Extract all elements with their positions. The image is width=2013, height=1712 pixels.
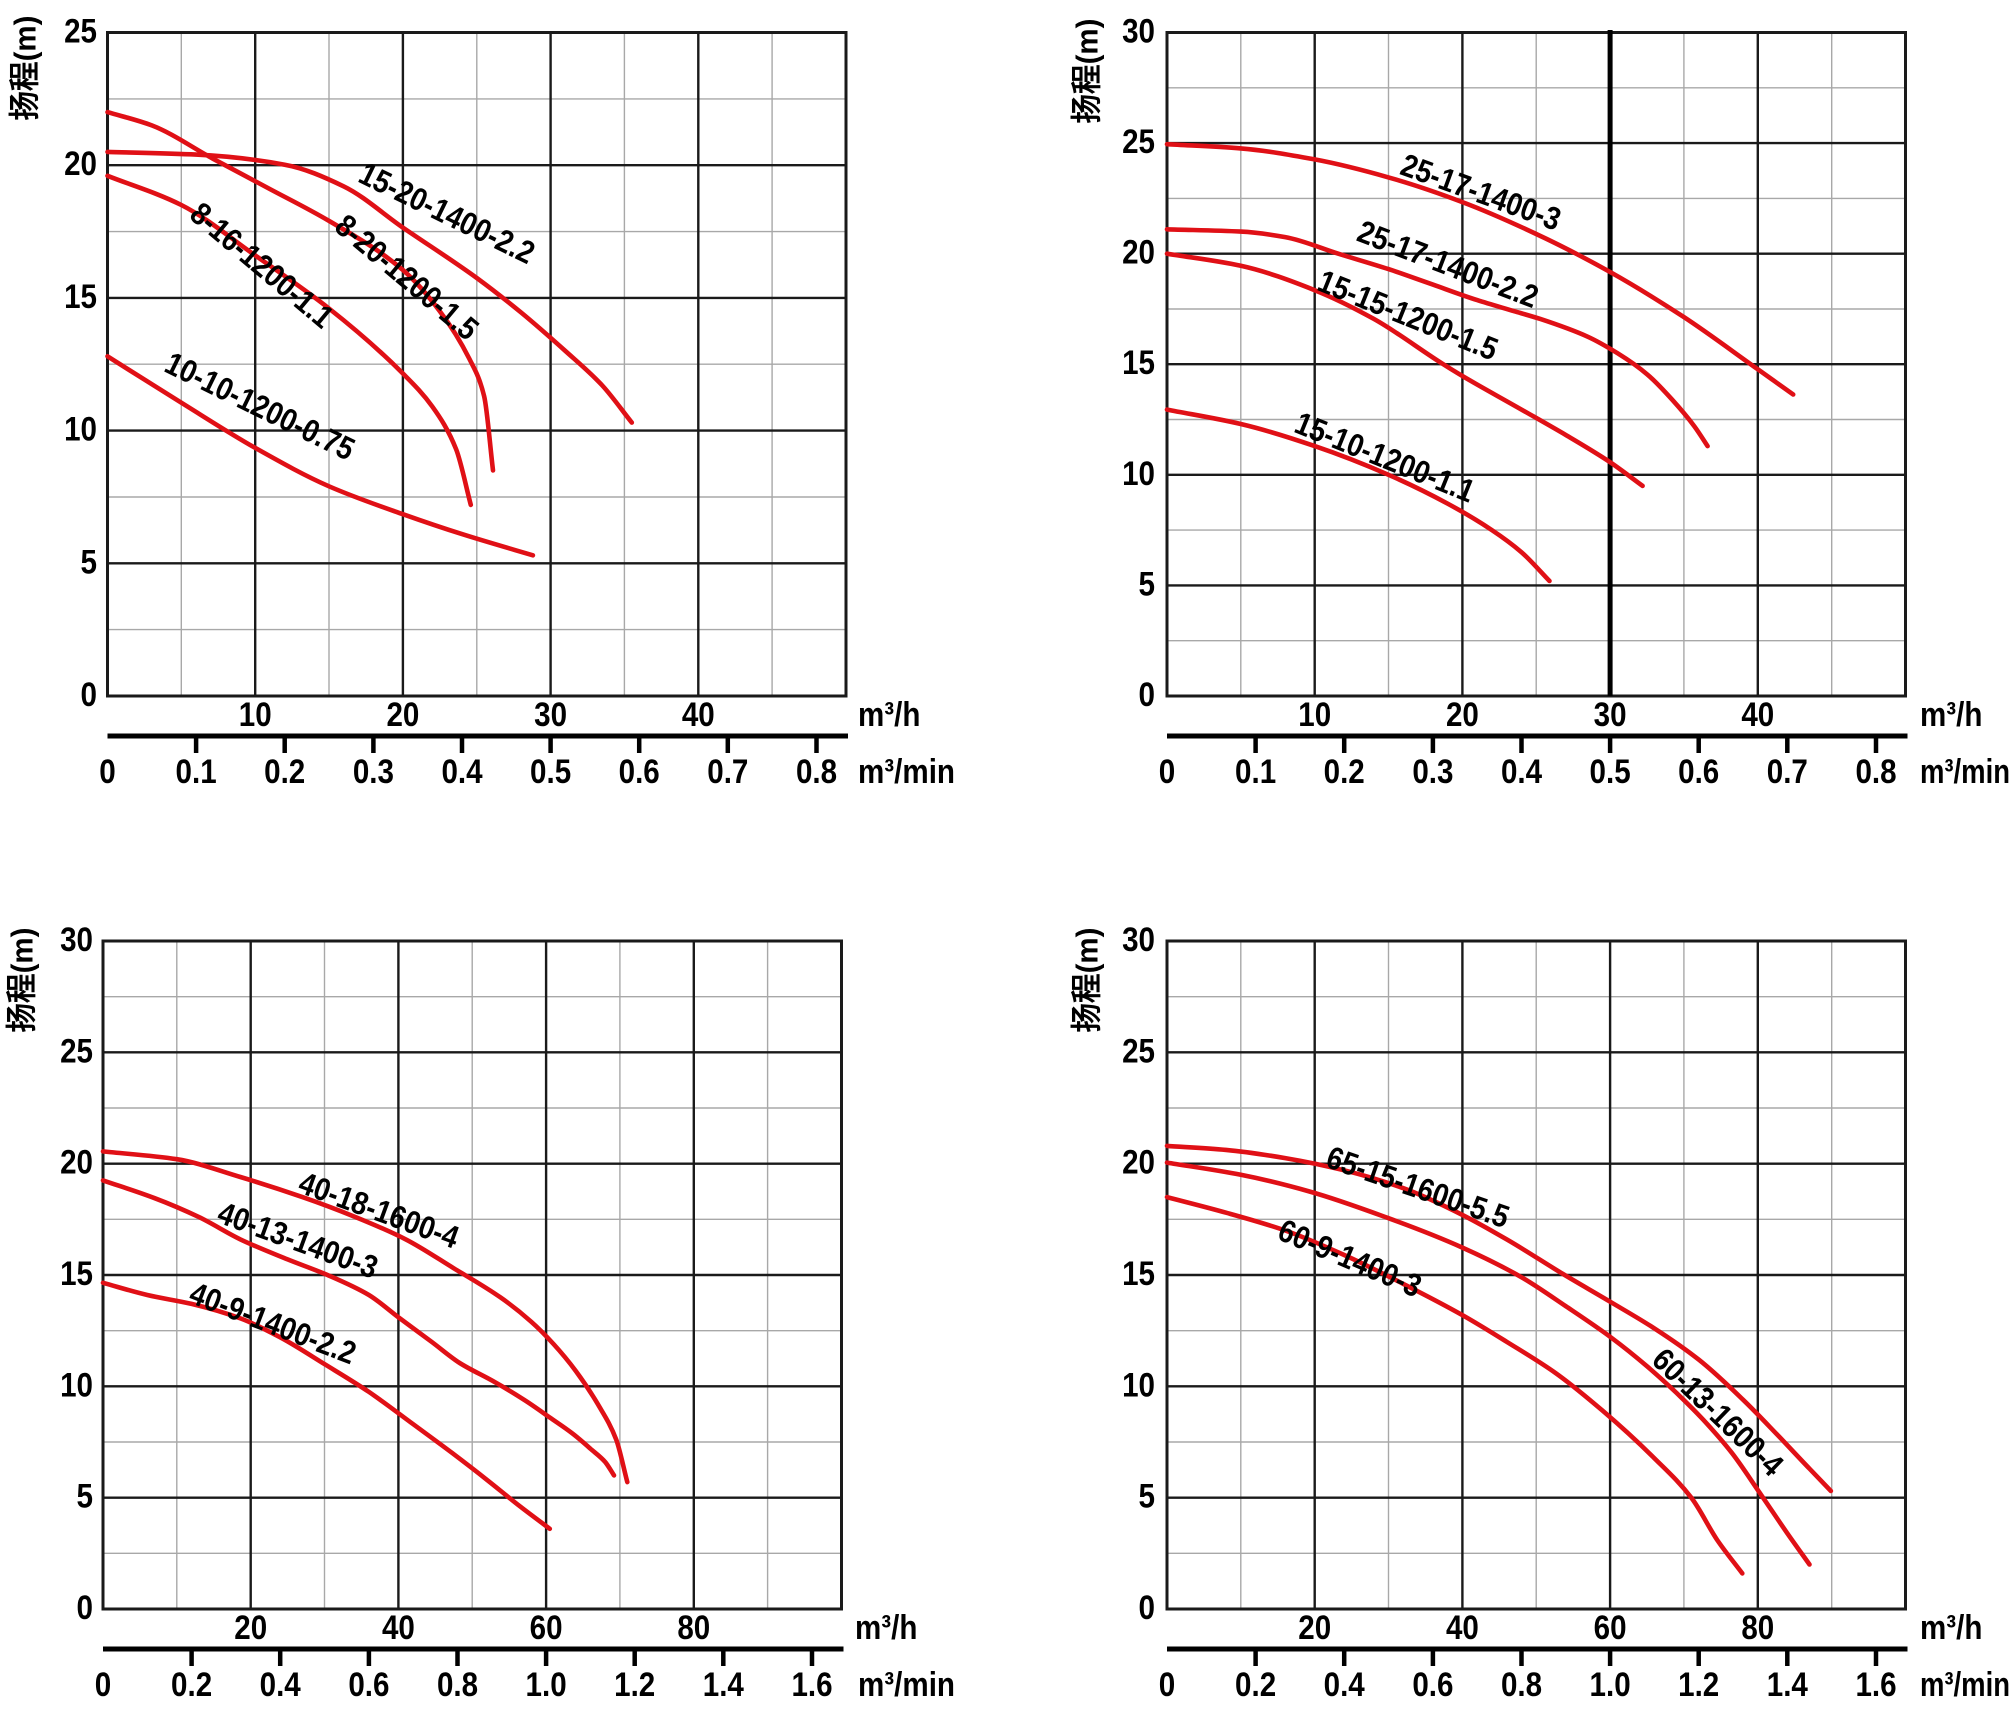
svg-text:0.2: 0.2 (264, 753, 305, 791)
svg-text:20: 20 (60, 1144, 93, 1182)
svg-text:m³/h: m³/h (1920, 696, 1982, 734)
svg-text:0: 0 (99, 753, 116, 791)
svg-text:m³/h: m³/h (1920, 1609, 1982, 1647)
svg-text:1.0: 1.0 (526, 1666, 567, 1704)
svg-text:10: 10 (1122, 455, 1155, 493)
svg-text:扬程(m): 扬程(m) (8, 16, 43, 121)
svg-text:0: 0 (77, 1589, 94, 1627)
svg-text:25: 25 (64, 13, 97, 51)
svg-text:0.6: 0.6 (1678, 753, 1719, 791)
svg-text:0.5: 0.5 (530, 753, 571, 791)
svg-text:20: 20 (1446, 696, 1479, 734)
svg-text:1.6: 1.6 (791, 1666, 832, 1704)
svg-text:扬程(m): 扬程(m) (1070, 928, 1105, 1033)
svg-text:0.6: 0.6 (619, 753, 660, 791)
svg-text:30: 30 (60, 921, 93, 959)
svg-text:0.7: 0.7 (707, 753, 748, 791)
svg-text:20: 20 (1122, 234, 1155, 272)
svg-text:80: 80 (1741, 1609, 1774, 1647)
svg-text:20: 20 (1298, 1609, 1331, 1647)
svg-text:1.0: 1.0 (1590, 1666, 1631, 1704)
svg-text:80: 80 (677, 1609, 710, 1647)
svg-text:0.6: 0.6 (1412, 1666, 1453, 1704)
svg-text:40: 40 (1741, 696, 1774, 734)
svg-text:60: 60 (530, 1609, 563, 1647)
svg-text:30: 30 (1122, 921, 1155, 959)
svg-text:40: 40 (1446, 1609, 1479, 1647)
svg-text:40: 40 (382, 1609, 415, 1647)
svg-text:30: 30 (534, 696, 567, 734)
svg-text:0.4: 0.4 (441, 753, 482, 791)
svg-text:0.6: 0.6 (348, 1666, 389, 1704)
svg-text:0.8: 0.8 (796, 753, 837, 791)
svg-text:20: 20 (386, 696, 419, 734)
svg-text:m³/min: m³/min (858, 1666, 955, 1704)
svg-text:5: 5 (1139, 1478, 1156, 1516)
svg-text:20: 20 (64, 145, 97, 183)
svg-text:1.4: 1.4 (1767, 1666, 1808, 1704)
svg-text:25: 25 (1122, 123, 1155, 161)
svg-text:0.8: 0.8 (1855, 753, 1896, 791)
svg-text:0.2: 0.2 (1324, 753, 1365, 791)
svg-text:m³/min: m³/min (1920, 1666, 2010, 1704)
svg-text:25: 25 (1122, 1032, 1155, 1070)
svg-text:m³/min: m³/min (1920, 753, 2010, 791)
svg-text:1.2: 1.2 (1678, 1666, 1719, 1704)
svg-text:0: 0 (1139, 676, 1156, 714)
svg-text:0: 0 (1139, 1589, 1156, 1627)
svg-text:60: 60 (1594, 1609, 1627, 1647)
svg-text:0.3: 0.3 (1412, 753, 1453, 791)
svg-text:0.4: 0.4 (1324, 1666, 1365, 1704)
svg-text:30: 30 (1594, 696, 1627, 734)
svg-text:10: 10 (60, 1366, 93, 1404)
svg-text:20: 20 (234, 1609, 267, 1647)
svg-text:0.1: 0.1 (176, 753, 217, 791)
svg-text:0: 0 (81, 676, 98, 714)
svg-text:1.2: 1.2 (614, 1666, 655, 1704)
svg-text:10: 10 (1298, 696, 1331, 734)
svg-text:5: 5 (81, 543, 98, 581)
svg-text:0: 0 (1159, 1666, 1176, 1704)
svg-text:15: 15 (64, 278, 97, 316)
svg-text:扬程(m): 扬程(m) (1070, 19, 1105, 124)
svg-text:40: 40 (682, 696, 715, 734)
svg-text:10: 10 (64, 411, 97, 449)
svg-text:m³/min: m³/min (858, 753, 955, 791)
svg-text:m³/h: m³/h (858, 696, 920, 734)
svg-text:0: 0 (1159, 753, 1176, 791)
svg-text:20: 20 (1122, 1144, 1155, 1182)
svg-text:15: 15 (1122, 1255, 1155, 1293)
svg-text:10: 10 (1122, 1366, 1155, 1404)
svg-text:0: 0 (95, 1666, 112, 1704)
svg-text:10: 10 (239, 696, 272, 734)
svg-text:0.4: 0.4 (260, 1666, 301, 1704)
svg-text:25: 25 (60, 1032, 93, 1070)
svg-text:0.3: 0.3 (353, 753, 394, 791)
svg-text:5: 5 (1139, 565, 1156, 603)
svg-text:1.4: 1.4 (703, 1666, 744, 1704)
svg-text:15: 15 (1122, 344, 1155, 382)
svg-text:0.7: 0.7 (1767, 753, 1808, 791)
svg-text:1.6: 1.6 (1855, 1666, 1896, 1704)
svg-text:0.8: 0.8 (1501, 1666, 1542, 1704)
svg-text:15: 15 (60, 1255, 93, 1293)
svg-text:0.2: 0.2 (171, 1666, 212, 1704)
svg-text:0.2: 0.2 (1235, 1666, 1276, 1704)
svg-text:30: 30 (1122, 13, 1155, 51)
svg-text:扬程(m): 扬程(m) (5, 928, 40, 1033)
svg-text:5: 5 (77, 1478, 94, 1516)
svg-text:0.1: 0.1 (1235, 753, 1276, 791)
svg-text:0.4: 0.4 (1501, 753, 1542, 791)
svg-text:0.5: 0.5 (1590, 753, 1631, 791)
svg-text:m³/h: m³/h (855, 1609, 917, 1647)
svg-text:0.8: 0.8 (437, 1666, 478, 1704)
